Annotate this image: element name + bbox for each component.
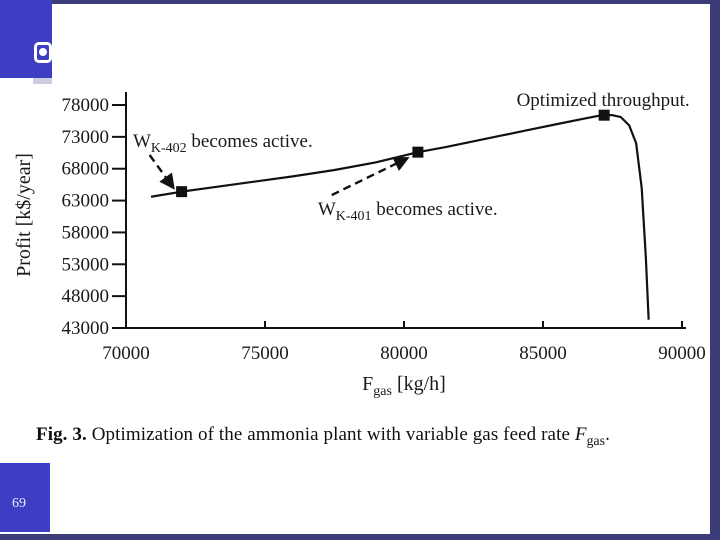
x-tick-label: 70000 [102,343,150,364]
page-number-block: 69 [0,463,50,532]
y-tick-label: 73000 [62,127,110,148]
caption-part: F [574,424,587,445]
caption-part: . [605,424,610,445]
slide-border-top [0,0,720,4]
y-axis-label: Profit [k$/year] [13,153,35,277]
x-axis-label: Fgas [kg/h] [362,373,446,399]
y-tick-label: 58000 [62,222,110,243]
x-tick-label: 85000 [519,343,567,364]
slide-border-bottom [0,534,720,540]
annotation-arrow [148,154,175,190]
y-tick-label: 63000 [62,191,110,212]
data-point-marker [412,146,424,158]
y-tick-label: 53000 [62,254,110,275]
y-tick-label: 43000 [62,318,110,339]
y-tick-label: 68000 [62,159,110,180]
logo-icon [34,42,52,63]
slide-border-right [710,0,720,540]
profit-chart: 43000 48000 53000 58000 63000 68000 73000 78000… [13,90,706,399]
logo-shadow [33,78,52,84]
annotation-label: WK-401 becomes active. [318,199,498,224]
x-tick-label: 75000 [241,343,289,364]
y-tick-label: 48000 [62,286,110,307]
annotation-label: WK-402 becomes active. [133,131,313,156]
caption-part: Optimization of the ammonia plant with v… [86,424,575,445]
logo-block [0,0,52,78]
data-point-marker [598,109,610,121]
profit-curve [150,113,650,320]
annotation-label: Optimized throughput. [517,90,690,111]
logo-dot-icon [39,48,47,56]
data-point-marker [176,186,188,198]
figure-caption: Fig. 3. Optimization of the ammonia plan… [36,424,706,449]
x-tick-label: 80000 [380,343,428,364]
y-tick-label: 78000 [62,95,110,116]
caption-part: gas [586,432,606,448]
annotation-arrow [331,156,410,197]
x-tick-label: 90000 [658,343,706,364]
caption-part: Fig. 3. [36,424,87,445]
page-number: 69 [12,496,26,511]
